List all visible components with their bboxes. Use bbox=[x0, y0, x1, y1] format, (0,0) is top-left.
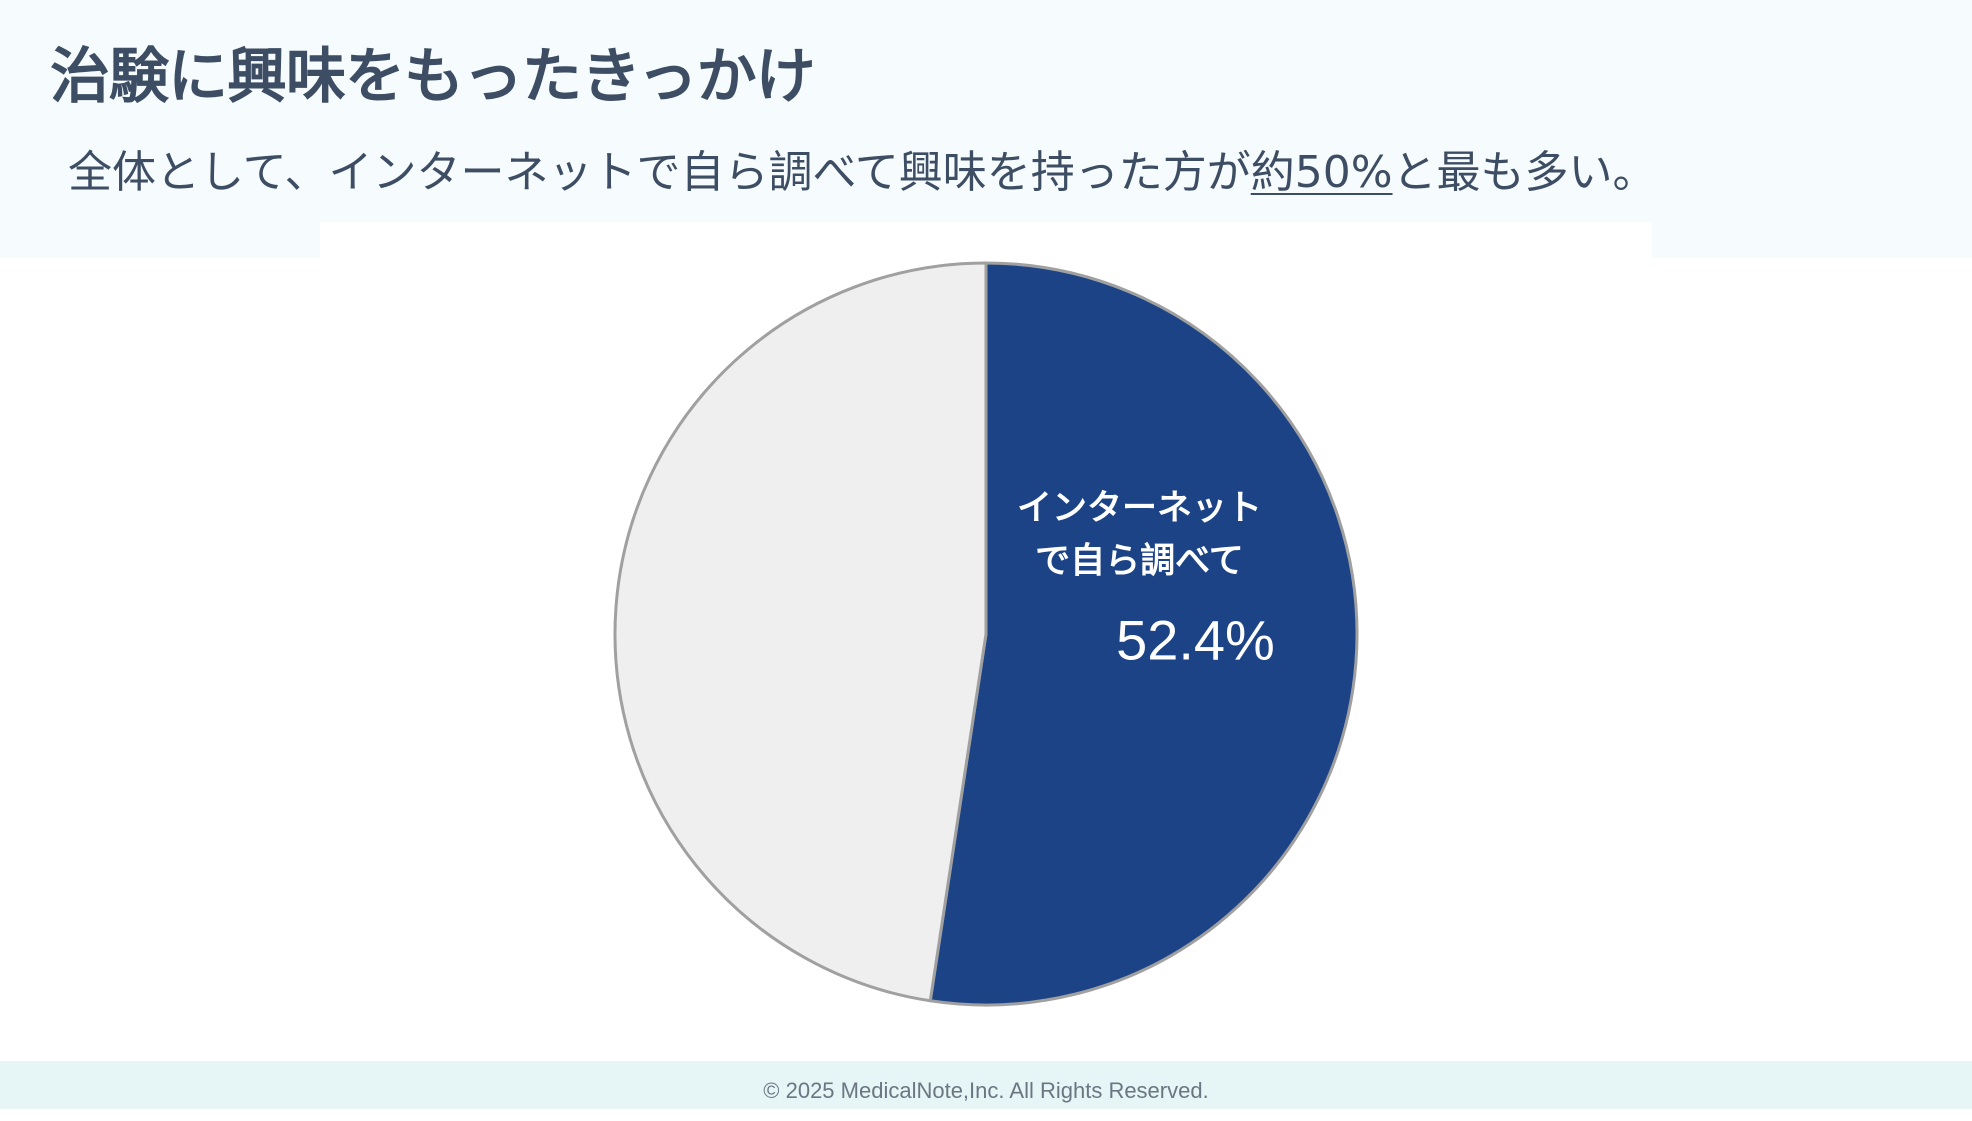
subtitle-text: 全体として、インターネットで自ら調べて興味を持った方が bbox=[68, 147, 1251, 198]
header-band bbox=[0, 0, 1972, 258]
slice-label-line: インターネット bbox=[1017, 488, 1262, 528]
slice-value-label: 52.4% bbox=[1116, 608, 1275, 671]
slice-label-line: で自ら調べて bbox=[1035, 541, 1244, 581]
pie-slice-1 bbox=[613, 261, 988, 1003]
copyright-text: © 2025 MedicalNote,Inc. All Rights Reser… bbox=[763, 1078, 1209, 1103]
subtitle: 全体として、インターネットで自ら調べて興味を持った方が約50%と最も多い。 bbox=[68, 136, 1657, 200]
pie-slice-0 bbox=[928, 261, 1359, 1007]
subtitle-text-end: と最も多い。 bbox=[1392, 147, 1657, 198]
subtitle-highlight: 約50% bbox=[1250, 147, 1393, 198]
page-title: 治験に興味をもったきっかけ bbox=[50, 42, 816, 112]
footer: © 2025 MedicalNote,Inc. All Rights Reser… bbox=[0, 1061, 1972, 1109]
